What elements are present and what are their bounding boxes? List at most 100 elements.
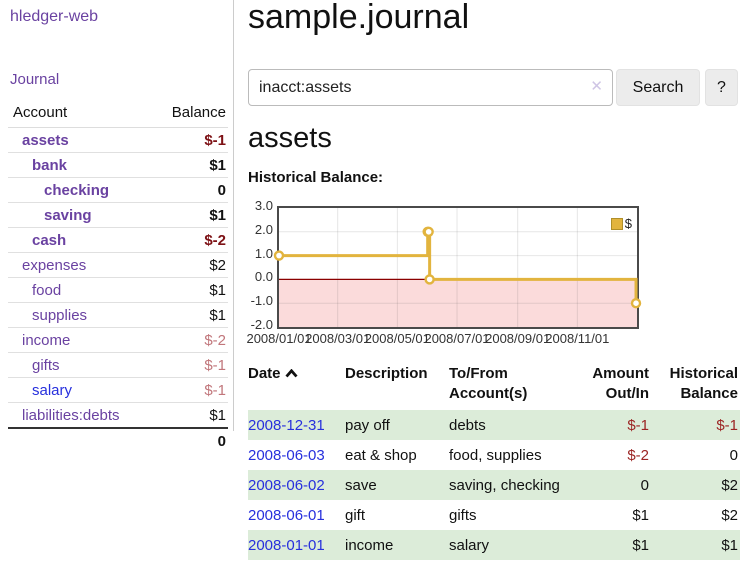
legend-swatch-icon bbox=[610, 217, 623, 230]
chart-title: Historical Balance: bbox=[248, 169, 384, 186]
accounts-header-account: Account bbox=[8, 101, 151, 128]
legend-label: $ bbox=[624, 216, 632, 231]
account-row: checking 0 bbox=[8, 177, 228, 203]
account-balance: $-2 bbox=[150, 227, 228, 253]
transaction-accounts: gifts bbox=[449, 507, 477, 524]
help-button[interactable]: ? bbox=[705, 69, 738, 106]
transaction-date-link[interactable]: 2008-12-31 bbox=[248, 417, 325, 434]
transaction-amount: 0 bbox=[567, 470, 649, 500]
accounts-total-value: 0 bbox=[150, 427, 228, 453]
account-row: bank $1 bbox=[8, 152, 228, 178]
transaction-accounts: debts bbox=[449, 410, 567, 440]
transaction-row[interactable]: 2008-06-03 eat & shop food, supplies $-2 0 bbox=[248, 440, 740, 470]
transaction-balance: $-1 bbox=[649, 410, 740, 440]
transaction-row[interactable]: 2008-06-02 save saving, checking 0 $2 bbox=[248, 470, 740, 500]
transaction-accounts: salary bbox=[449, 530, 567, 560]
app-title-link[interactable]: hledger-web bbox=[10, 8, 99, 25]
transaction-accounts: food, supplies bbox=[449, 447, 542, 464]
y-axis-tick-label: 3.0 bbox=[254, 198, 273, 213]
account-row: income $-2 bbox=[8, 327, 228, 353]
account-balance: $1 bbox=[150, 302, 228, 328]
x-axis-tick-label: 2008/07/01 bbox=[424, 331, 490, 346]
account-link[interactable]: saving bbox=[44, 207, 92, 224]
transaction-date-link[interactable]: 2008-06-02 bbox=[248, 477, 325, 494]
transaction-amount: $1 bbox=[632, 507, 649, 524]
header-date[interactable]: Date bbox=[248, 360, 345, 410]
account-link[interactable]: supplies bbox=[32, 307, 88, 324]
account-link[interactable]: liabilities:debts bbox=[22, 407, 120, 424]
account-link[interactable]: checking bbox=[44, 182, 110, 199]
sort-ascending-icon bbox=[284, 364, 298, 384]
account-balance: 0 bbox=[150, 177, 228, 203]
transaction-balance: $2 bbox=[721, 507, 738, 524]
y-axis-tick-label: 1.0 bbox=[254, 245, 273, 261]
x-axis-tick-label: 2008/11/01 bbox=[545, 331, 610, 346]
transaction-row[interactable]: 2008-12-31 pay off debts $-1 $-1 bbox=[248, 410, 740, 440]
transaction-description: eat & shop bbox=[345, 447, 417, 464]
account-balance: $-1 bbox=[150, 377, 228, 403]
header-amount[interactable]: Amount Out/In bbox=[592, 365, 649, 402]
account-link[interactable]: salary bbox=[32, 382, 73, 399]
account-link[interactable]: assets bbox=[22, 132, 69, 149]
account-link[interactable]: cash bbox=[32, 232, 67, 249]
account-balance: $1 bbox=[150, 277, 228, 303]
transaction-date-link[interactable]: 2008-06-01 bbox=[248, 507, 325, 524]
account-balance: $1 bbox=[150, 202, 228, 228]
account-link[interactable]: gifts bbox=[32, 357, 60, 374]
transaction-description: income bbox=[345, 530, 449, 560]
account-balance: $-2 bbox=[150, 327, 228, 353]
transaction-row[interactable]: 2008-01-01 income salary $1 $1 bbox=[248, 530, 740, 560]
search-form: ✕ Search ? bbox=[248, 69, 742, 106]
account-row: gifts $-1 bbox=[8, 352, 228, 378]
main-content: sample.journal ✕ Search ? assets Histori… bbox=[246, 0, 742, 582]
clear-search-icon[interactable]: ✕ bbox=[590, 78, 603, 95]
page-title: sample.journal bbox=[248, 0, 470, 36]
account-row: supplies $1 bbox=[8, 302, 228, 328]
accounts-table: Account Balance assets $-1 bank $1 checking 0… bbox=[8, 101, 228, 453]
account-link[interactable]: expenses bbox=[22, 257, 87, 274]
account-row: food $1 bbox=[8, 277, 228, 303]
transaction-row[interactable]: 2008-06-01 gift gifts $1 $2 bbox=[248, 500, 740, 530]
transaction-date-link[interactable]: 2008-01-01 bbox=[248, 537, 325, 554]
transaction-date-link[interactable]: 2008-06-03 bbox=[248, 447, 325, 464]
header-historical-balance[interactable]: Historical Balance bbox=[669, 365, 738, 402]
account-row: expenses $2 bbox=[8, 252, 228, 278]
chart-plot-area: $ bbox=[273, 206, 642, 329]
account-link[interactable]: bank bbox=[32, 157, 68, 174]
search-input-wrap: ✕ bbox=[248, 69, 613, 106]
historical-balance-chart: $ 3.0 2.0 1.0 0.0 -1.0 -2.0 2008/01/01 2008/03/… bbox=[246, 198, 668, 348]
account-link[interactable]: food bbox=[32, 282, 62, 299]
search-input[interactable] bbox=[248, 69, 613, 106]
y-axis-tick-label: -2.0 bbox=[250, 317, 273, 332]
register-header-row: Date Description To/From Account(s) Amou… bbox=[248, 360, 740, 410]
transaction-balance: $2 bbox=[649, 470, 740, 500]
account-row: liabilities:debts $1 bbox=[8, 402, 228, 428]
transaction-description: save bbox=[345, 470, 449, 500]
account-balance: $1 bbox=[150, 152, 228, 178]
transaction-amount: $1 bbox=[567, 530, 649, 560]
y-axis-tick-label: -1.0 bbox=[250, 293, 273, 309]
account-balance: $1 bbox=[150, 402, 228, 428]
transaction-balance: $1 bbox=[649, 530, 740, 560]
account-link[interactable]: income bbox=[22, 332, 71, 349]
transaction-amount: $-2 bbox=[627, 447, 649, 464]
account-row: cash $-2 bbox=[8, 227, 228, 253]
x-axis-tick-label: 2008/01/01 bbox=[246, 331, 312, 346]
header-tofrom-accounts[interactable]: To/From Account(s) bbox=[449, 365, 528, 402]
accounts-header-balance: Balance bbox=[150, 101, 228, 128]
transaction-balance: 0 bbox=[729, 447, 738, 464]
account-row: assets $-1 bbox=[8, 128, 228, 153]
x-axis-tick-label: 2008/05/01 bbox=[364, 331, 430, 346]
header-description[interactable]: Description bbox=[345, 365, 428, 382]
register-table: Date Description To/From Account(s) Amou… bbox=[248, 360, 740, 560]
chart-series-svg bbox=[273, 208, 642, 327]
account-balance: $-1 bbox=[150, 352, 228, 378]
sidebar-item-journal[interactable]: Journal bbox=[10, 71, 60, 88]
transaction-description: pay off bbox=[345, 410, 449, 440]
y-axis-tick-label: 0.0 bbox=[254, 269, 273, 285]
transaction-description: gift bbox=[345, 507, 366, 524]
y-axis-tick-label: 2.0 bbox=[254, 221, 273, 237]
search-button[interactable]: Search bbox=[616, 69, 700, 106]
sidebar: hledger-web Journal Account Balance asse… bbox=[0, 0, 234, 453]
